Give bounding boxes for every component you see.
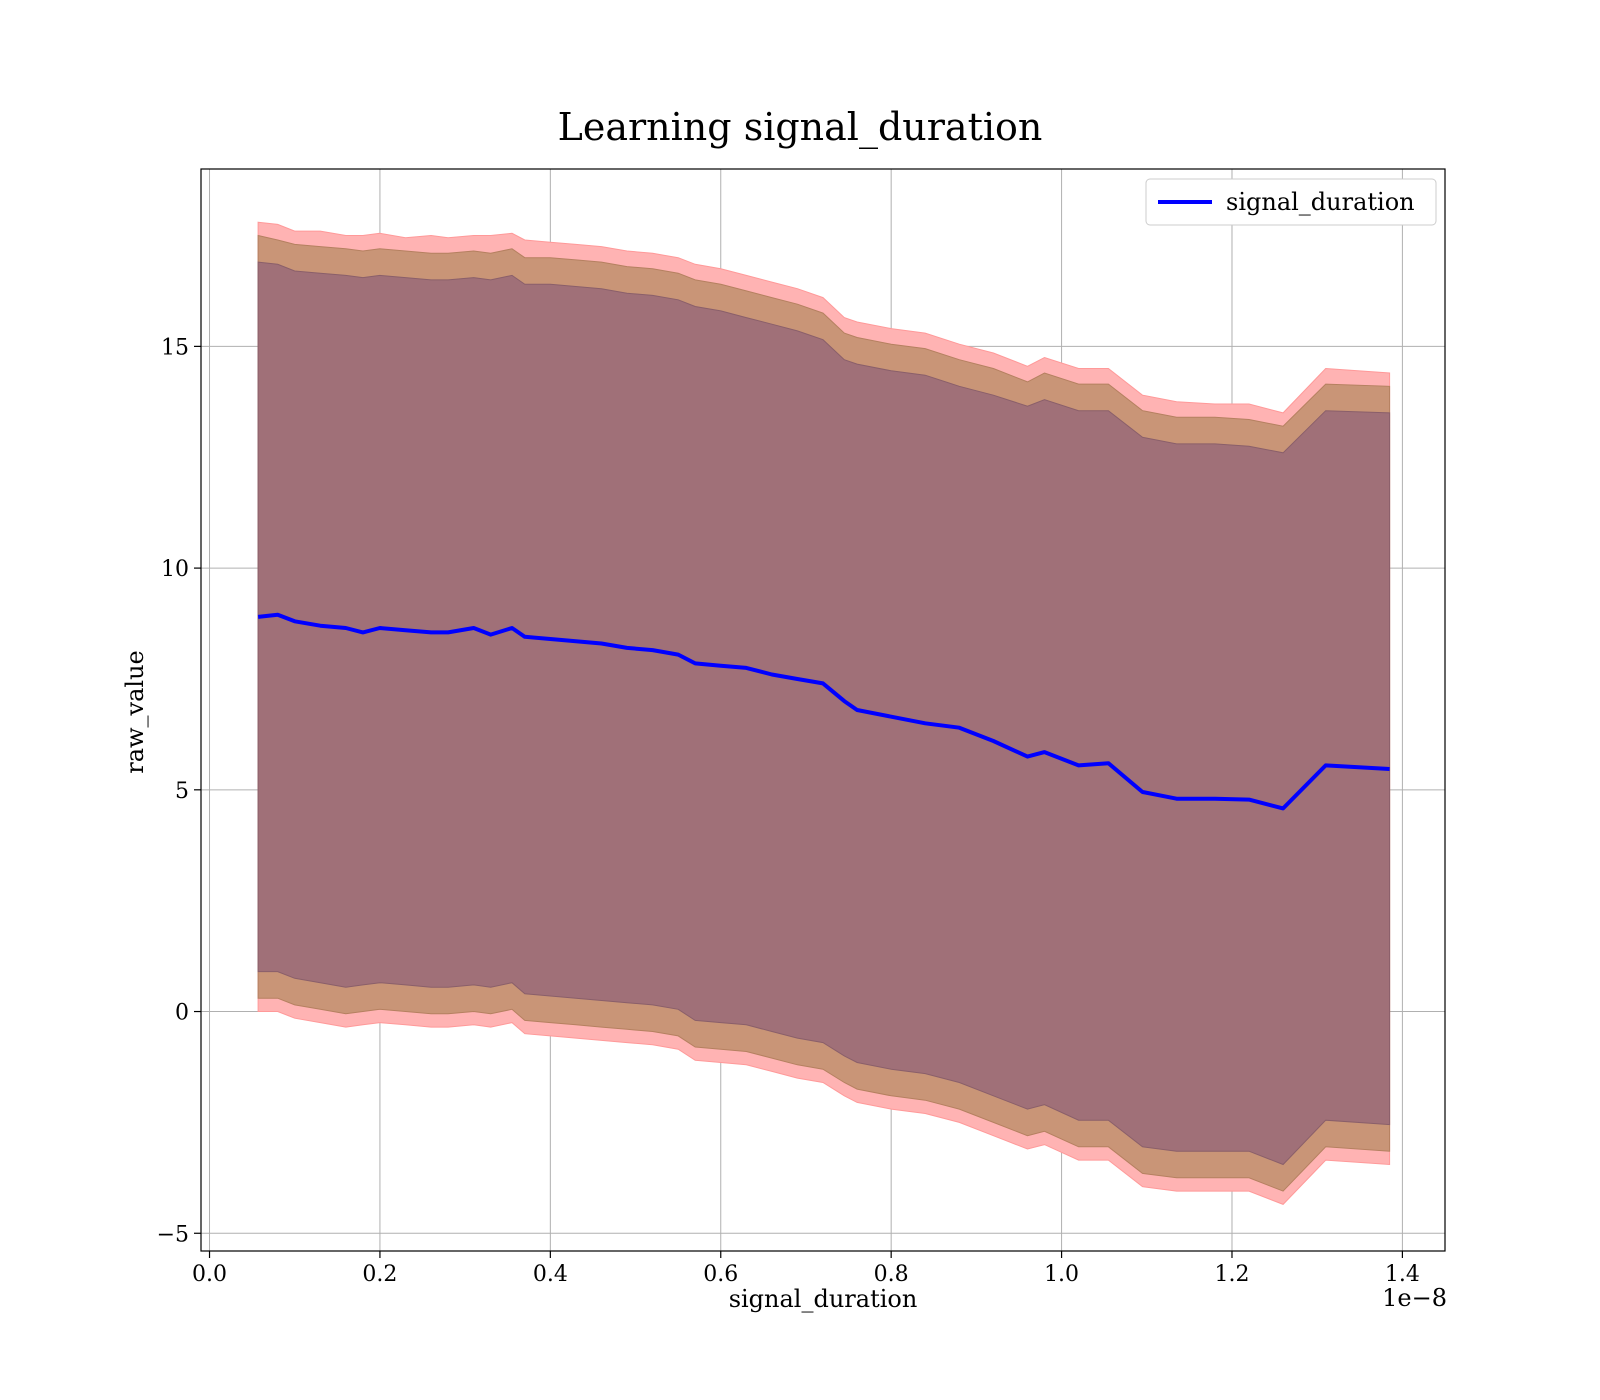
x-tick-label: 1.2 [1214,1262,1249,1287]
x-axis-label: signal_duration [729,1285,918,1313]
x-axis-offset-label: 1e−8 [1382,1284,1447,1312]
chart-title: Learning signal_duration [558,105,1043,150]
y-tick-label: 0 [175,1001,189,1026]
x-axis: 0.0 0.2 0.4 0.6 0.8 1.0 1.2 1.4 [192,1251,1420,1287]
y-tick-label: 10 [161,557,189,582]
y-tick-label: 15 [161,335,189,360]
legend: signal_duration [1145,178,1437,226]
legend-frame [1145,178,1437,226]
x-tick-label: 0.4 [533,1262,568,1287]
band-inner [257,261,1391,1166]
x-tick-label: 0.0 [192,1262,227,1287]
x-tick-label: 0.8 [874,1262,909,1287]
x-tick-label: 0.2 [362,1262,397,1287]
plot-frame [200,168,1446,1252]
series-line-signal_duration [257,612,1390,811]
confidence-bands [257,221,1391,1205]
y-axis-label: raw_value [121,650,149,774]
x-tick-label: 0.6 [703,1262,738,1287]
x-tick-label: 1.0 [1044,1262,1079,1287]
y-tick-label: 5 [175,779,189,804]
x-tick-label: 1.4 [1385,1262,1420,1287]
y-axis: −5 0 5 10 15 [157,335,201,1247]
plot-area [200,168,1446,1252]
y-tick-label: −5 [157,1222,189,1247]
legend-label-signal_duration: signal_duration [1226,188,1415,216]
series-lines [257,612,1390,811]
